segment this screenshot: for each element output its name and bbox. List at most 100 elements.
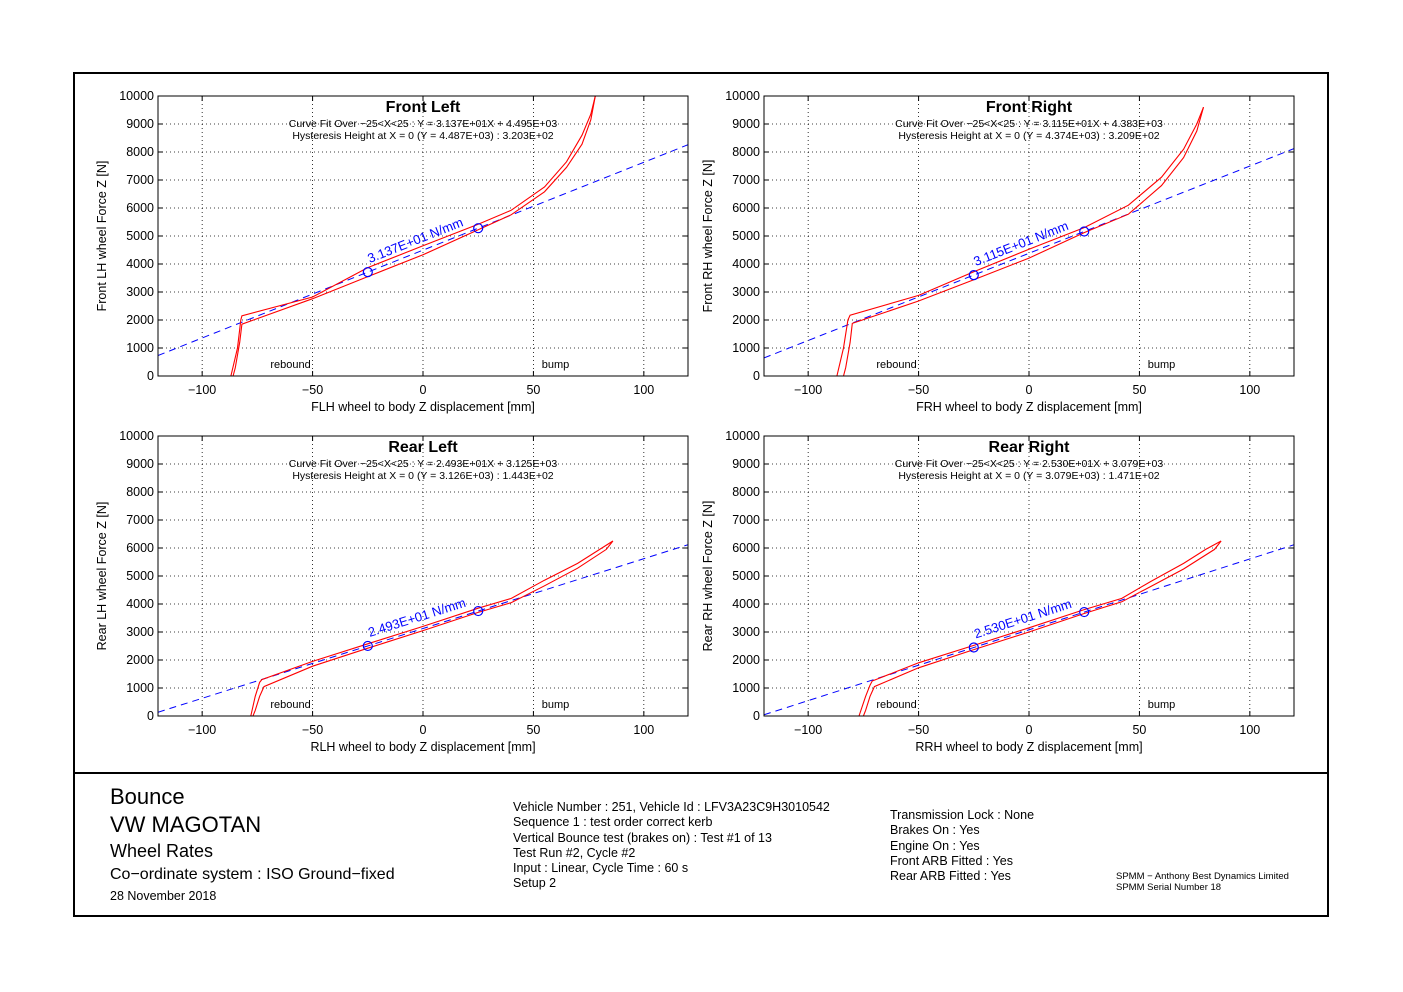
y-tick-label: 0 <box>147 369 154 383</box>
y-tick-label: 3000 <box>126 625 154 639</box>
chart-subtitle-fit: Curve Fit Over −25<X<25 : Y = 3.115E+01X… <box>895 118 1163 130</box>
chart-subtitle-hysteresis: Hysteresis Height at X = 0 (Y = 4.487E+0… <box>292 130 553 142</box>
fit-marker <box>968 269 979 281</box>
vendor-info: SPMM − Anthony Best Dynamics Limited SPM… <box>1116 871 1289 893</box>
y-tick-label: 7000 <box>732 513 760 527</box>
y-tick-label: 0 <box>753 709 760 723</box>
chart-title: Rear Left <box>388 439 458 456</box>
y-tick-label: 4000 <box>126 257 154 271</box>
y-tick-label: 4000 <box>732 597 760 611</box>
fit-marker <box>968 642 979 653</box>
plot-frame <box>157 435 689 717</box>
chart-subtitle-fit: Curve Fit Over −25<X<25 : Y = 2.493E+01X… <box>289 458 558 470</box>
x-tick-label: 0 <box>420 383 427 397</box>
x-tick-label: −50 <box>908 723 929 737</box>
y-tick-label: 5000 <box>732 229 760 243</box>
y-tick-label: 2000 <box>732 653 760 667</box>
vendor-line: SPMM − Anthony Best Dynamics Limited <box>1116 871 1289 882</box>
x-tick-label: 50 <box>1132 383 1146 397</box>
x-tick-label: −100 <box>188 723 216 737</box>
fit-line <box>158 544 688 713</box>
test-info-line: Vertical Bounce test (brakes on) : Test … <box>513 830 772 845</box>
y-tick-label: 5000 <box>126 569 154 583</box>
chart-subtitle-hysteresis: Hysteresis Height at X = 0 (Y = 4.374E+0… <box>898 130 1159 142</box>
y-tick-label: 2000 <box>126 653 154 667</box>
title-block: Bounce VW MAGOTAN Wheel Rates Co−ordinat… <box>110 783 395 906</box>
x-axis-label: RRH wheel to body Z displacement [mm] <box>915 740 1142 754</box>
chart-front-right: −100 −50 0 50 100010002000300040005000600070… <box>701 89 1295 414</box>
test-info-line: Test Run #2, Cycle #2 <box>513 845 636 860</box>
bump-label: bump <box>542 699 570 711</box>
y-tick-label: 2000 <box>732 313 760 327</box>
rebound-label: rebound <box>270 699 310 711</box>
y-tick-label: 7000 <box>126 173 154 187</box>
y-tick-label: 8000 <box>126 485 154 499</box>
x-tick-label: 0 <box>1026 383 1033 397</box>
y-tick-label: 5000 <box>126 229 154 243</box>
coordinate-system: Co−ordinate system : ISO Ground−fixed <box>110 866 395 883</box>
fit-line <box>764 544 1294 716</box>
test-info-line: Input : Linear, Cycle Time : 60 s <box>513 861 689 876</box>
vehicle-state: Transmission Lock : None Brakes On : Yes… <box>890 808 1034 884</box>
y-tick-label: 4000 <box>126 597 154 611</box>
y-tick-label: 9000 <box>126 457 154 471</box>
x-tick-label: 100 <box>1239 383 1260 397</box>
y-tick-label: 10000 <box>725 429 760 443</box>
chart-front-left: −100 −50 0 50 100010002000300040005000600070… <box>95 89 689 414</box>
x-tick-label: 100 <box>633 383 654 397</box>
y-tick-label: 1000 <box>732 341 760 355</box>
y-tick-label: 10000 <box>725 89 760 103</box>
y-tick-label: 6000 <box>126 541 154 555</box>
bump-label: bump <box>1148 359 1176 371</box>
report-subject: Wheel Rates <box>110 841 214 861</box>
chart-plot-area <box>158 540 688 716</box>
chart-subtitle-fit: Curve Fit Over −25<X<25 : Y = 2.530E+01X… <box>895 458 1164 470</box>
plot-frame <box>157 95 689 377</box>
loop-lower-branch <box>842 107 1205 376</box>
x-axis-label: RLH wheel to body Z displacement [mm] <box>310 740 535 754</box>
loop-lower-branch <box>232 96 596 376</box>
y-tick-label: 8000 <box>126 145 154 159</box>
x-tick-label: 50 <box>1132 723 1146 737</box>
vehicle-state-line: Brakes On : Yes <box>890 823 980 838</box>
vehicle-state-line: Front ARB Fitted : Yes <box>890 853 1013 868</box>
bump-label: bump <box>1148 699 1176 711</box>
y-tick-label: 10000 <box>119 89 154 103</box>
x-tick-label: −50 <box>302 723 323 737</box>
y-tick-label: 5000 <box>732 569 760 583</box>
report-type: Bounce <box>110 784 185 809</box>
fit-line <box>764 148 1294 359</box>
y-axis-label: Rear LH wheel Force Z [N] <box>95 502 109 651</box>
loop-upper-branch <box>858 540 1222 716</box>
x-tick-label: 50 <box>526 383 540 397</box>
x-tick-label: 50 <box>526 723 540 737</box>
test-info-line: Setup 2 <box>513 876 557 891</box>
plot-frame <box>763 95 1295 377</box>
y-axis-label: Front RH wheel Force Z [N] <box>701 160 715 313</box>
y-tick-label: 4000 <box>732 257 760 271</box>
y-tick-label: 9000 <box>126 117 154 131</box>
y-tick-label: 9000 <box>732 117 760 131</box>
x-tick-label: −50 <box>302 383 323 397</box>
rebound-label: rebound <box>270 359 310 371</box>
vendor-line: SPMM Serial Number 18 <box>1116 882 1222 893</box>
x-tick-label: −100 <box>794 723 822 737</box>
loop-upper-branch <box>836 106 1205 376</box>
test-info-line: Vehicle Number : 251, Vehicle Id : LFV3A… <box>513 800 830 814</box>
chart-plot-area <box>764 540 1294 716</box>
vehicle-state-line: Rear ARB Fitted : Yes <box>890 869 1011 884</box>
x-tick-label: −100 <box>794 383 822 397</box>
y-tick-label: 6000 <box>732 541 760 555</box>
chart-rear-left: −100 −50 0 50 100010002000300040005000600070… <box>95 429 689 754</box>
loop-upper-branch <box>250 540 614 716</box>
y-tick-label: 8000 <box>732 145 760 159</box>
y-tick-label: 1000 <box>126 341 154 355</box>
test-info-line: Sequence 1 : test order correct kerb <box>513 815 713 830</box>
x-tick-label: 0 <box>420 723 427 737</box>
vehicle-state-line: Transmission Lock : None <box>890 808 1035 822</box>
y-tick-label: 6000 <box>732 201 760 215</box>
chart-title: Front Right <box>986 99 1073 116</box>
bump-label: bump <box>542 359 570 371</box>
rebound-label: rebound <box>876 699 916 711</box>
y-tick-label: 9000 <box>732 457 760 471</box>
